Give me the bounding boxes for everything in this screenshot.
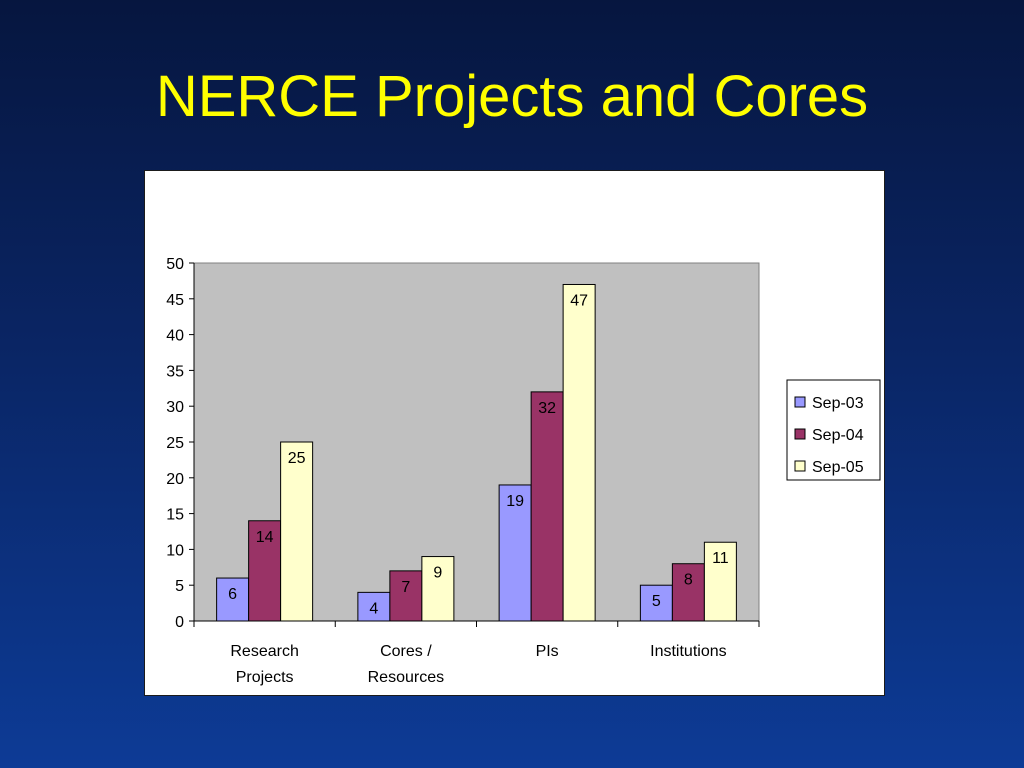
- x-tick-label: Institutions: [650, 643, 726, 660]
- bars-layer: [216, 283, 737, 622]
- chart-frame: 0 5 10 15 20 25 30 35 40 45 50 Research Projects Core…: [144, 170, 885, 696]
- y-tick-label: 15: [166, 507, 184, 524]
- y-tick-label: 35: [166, 363, 184, 380]
- data-label: 11: [712, 550, 729, 567]
- legend-label: Sep-05: [812, 459, 864, 476]
- data-label: 5: [652, 593, 661, 610]
- legend-swatch: [794, 428, 806, 440]
- data-label: 6: [228, 586, 237, 603]
- axis-layer: 05101520253035404550ResearchProjectsCore…: [166, 256, 760, 686]
- data-label: 7: [401, 579, 410, 596]
- y-tick-label: 30: [166, 399, 184, 416]
- bar-sep-04: [530, 391, 564, 622]
- y-tick-label: 20: [166, 471, 184, 488]
- x-tick-label: Cores /: [380, 643, 432, 660]
- legend-label: Sep-03: [812, 395, 864, 412]
- bar-sep-05: [562, 283, 596, 622]
- legend-label: Sep-04: [812, 427, 864, 444]
- x-tick-label: Resources: [368, 669, 444, 686]
- bar-sep-05: [280, 441, 314, 622]
- x-tick-label: Research: [230, 643, 298, 660]
- data-label: 32: [538, 400, 556, 417]
- x-tick-label: Projects: [236, 669, 294, 686]
- data-label: 4: [369, 600, 378, 617]
- y-tick-label: 5: [175, 578, 184, 595]
- legend-swatch: [794, 460, 806, 472]
- bar-sep-05: [421, 556, 455, 622]
- y-tick-label: 40: [166, 328, 184, 345]
- bar-sep-04: [248, 520, 282, 622]
- data-label: 8: [684, 572, 693, 589]
- y-tick-label: 0: [175, 614, 184, 631]
- data-label: 14: [256, 529, 274, 546]
- y-tick-label: 25: [166, 435, 184, 452]
- y-tick-label: 10: [166, 542, 184, 559]
- legend: Sep-03 Sep-04 Sep-05: [786, 379, 881, 481]
- data-label: 25: [288, 450, 306, 467]
- bar-chart: 05101520253035404550ResearchProjectsCore…: [166, 256, 881, 686]
- data-label: 47: [570, 292, 588, 309]
- x-tick-label: PIs: [536, 643, 559, 660]
- bar-sep-03: [216, 577, 250, 622]
- data-label: 9: [433, 565, 442, 582]
- y-tick-label: 50: [166, 256, 184, 273]
- y-tick-label: 45: [166, 292, 184, 309]
- data-label: 19: [506, 493, 524, 510]
- labels-layer: 6 4 19 5 14 7 32 8 25 9 47 11: [228, 292, 729, 617]
- slide-title: NERCE Projects and Cores: [155, 64, 869, 129]
- legend-swatch: [794, 396, 806, 408]
